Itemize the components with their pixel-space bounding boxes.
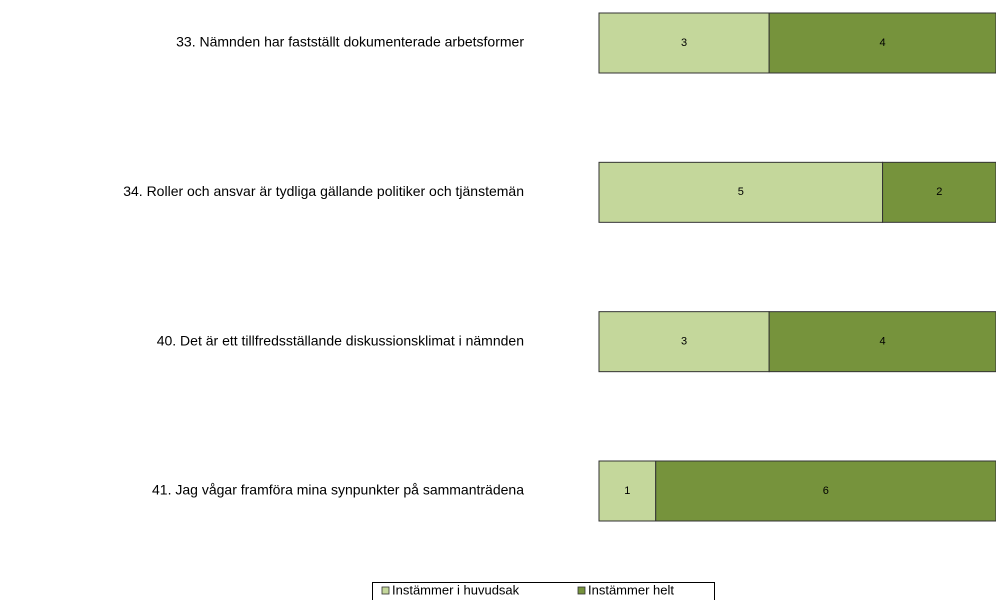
category-label: 40. Det är ett tillfredsställande diskus… <box>157 332 524 348</box>
value-label: 1 <box>624 485 630 497</box>
legend-swatch <box>381 586 390 595</box>
bar-segment <box>655 460 996 522</box>
value-label: 2 <box>936 186 942 198</box>
category-label: 41. Jag vågar framföra mina synpunkter p… <box>152 482 524 498</box>
value-label: 4 <box>880 37 886 49</box>
value-label: 6 <box>823 485 829 497</box>
value-label: 4 <box>880 336 886 348</box>
category-label: 34. Roller och ansvar är tydliga gälland… <box>123 183 524 199</box>
legend-label: Instämmer i huvudsak <box>392 582 520 597</box>
value-label: 5 <box>738 186 744 198</box>
legend-label: Instämmer helt <box>588 582 674 597</box>
value-label: 3 <box>681 336 687 348</box>
bar-segment <box>598 12 770 74</box>
bar-segment <box>598 161 884 223</box>
bar-segment <box>882 161 996 223</box>
legend-swatch <box>577 586 586 595</box>
bar-segment <box>768 12 996 74</box>
bar-segment <box>598 311 770 373</box>
category-label: 33. Nämnden har fastställt dokumenterade… <box>176 34 524 50</box>
value-label: 3 <box>681 37 687 49</box>
bar-segment <box>768 311 996 373</box>
legend-box <box>372 582 715 600</box>
